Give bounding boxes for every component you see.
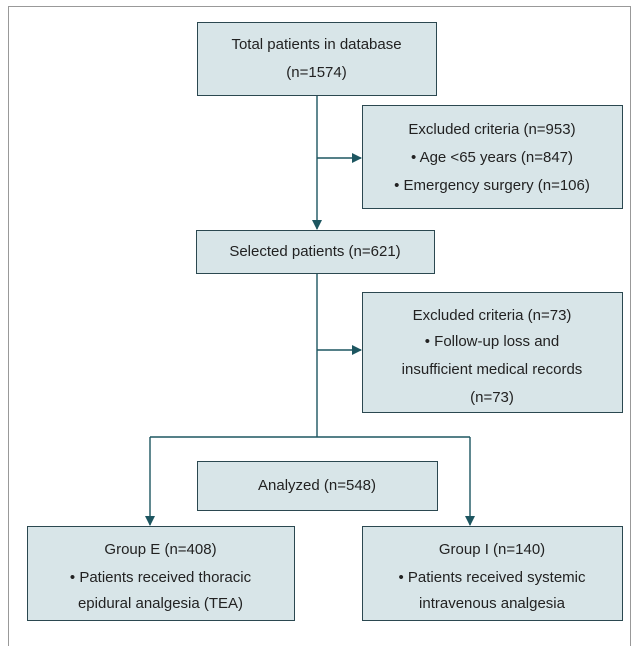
node-box	[197, 22, 437, 96]
node-text: Analyzed (n=548)	[258, 477, 376, 494]
node-text: • Follow-up loss and	[425, 333, 559, 350]
frame	[8, 6, 631, 646]
node-box	[196, 230, 435, 274]
node-text: epidural analgesia (TEA)	[78, 595, 243, 612]
node-text: insufficient medical records	[402, 361, 583, 378]
node-text: Group E (n=408)	[104, 541, 216, 558]
node-text: Excluded criteria (n=73)	[413, 307, 572, 324]
node-text: • Patients received thoracic	[70, 569, 252, 586]
node-box	[27, 526, 295, 621]
node-text: Total patients in database	[231, 36, 401, 53]
nodes: Total patients in database (n=1574) Exclud…	[27, 22, 623, 621]
node-text: Group I (n=140)	[439, 541, 545, 558]
node-box	[197, 461, 438, 511]
node-text: • Age <65 years (n=847)	[411, 149, 573, 166]
node-box	[362, 105, 623, 209]
node-text: (n=1574)	[286, 64, 346, 81]
node-text: • Patients received systemic	[399, 569, 586, 586]
connectors	[145, 95, 475, 526]
node-text: Selected patients (n=621)	[229, 243, 400, 260]
node-text: (n=73)	[470, 389, 514, 406]
node-text: • Emergency surgery (n=106)	[394, 177, 590, 194]
node-text: intravenous analgesia	[419, 595, 566, 612]
node-box	[362, 526, 623, 621]
node-box	[362, 292, 623, 413]
node-text: Excluded criteria (n=953)	[408, 121, 575, 138]
